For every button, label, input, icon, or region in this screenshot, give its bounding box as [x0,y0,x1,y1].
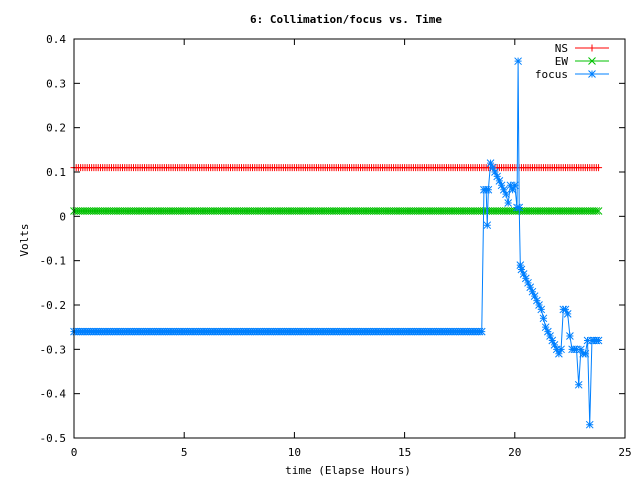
y-tick-label: 0.1 [46,166,66,179]
x-tick-label: 0 [71,446,78,459]
y-tick-label: -0.3 [40,343,67,356]
data-point [595,164,603,172]
data-point [594,207,603,215]
data-point [581,349,590,358]
data-point [508,185,517,194]
y-tick-label: 0 [59,210,66,223]
data-point [483,221,492,230]
data-point [555,349,563,358]
series-ew [70,207,603,215]
data-point [515,203,524,212]
data-point [583,336,592,345]
data-point [535,301,543,309]
x-tick-label: 15 [398,446,411,459]
data-point [577,345,585,354]
data-point [539,314,548,323]
data-point [486,159,495,167]
data-point [550,341,559,349]
y-tick-label: -0.5 [40,432,67,445]
data-point [530,292,539,300]
data-point [574,380,583,389]
y-tick-label: -0.4 [40,388,67,401]
legend-label: NS [555,42,568,55]
data-point [521,274,530,283]
data-point [561,305,570,314]
data-point [495,177,504,185]
data-point [504,199,513,207]
data-point [514,57,522,66]
data-point [502,190,510,199]
data-point [541,323,550,332]
series-line [74,61,599,425]
data-point [510,181,519,190]
legend-marker [588,57,596,65]
data-point [493,172,502,181]
data-point [526,283,535,292]
y-tick-label: -0.2 [40,299,67,312]
data-point [506,181,515,190]
legend-label: EW [555,55,569,68]
data-point [491,168,499,176]
data-point [532,296,541,305]
data-point [524,278,532,287]
legend-label: focus [535,68,568,81]
chart-title: 6: Collimation/focus vs. Time [250,13,442,26]
data-point [566,332,574,340]
data-point [516,261,525,269]
data-point [484,185,493,194]
data-point [594,336,603,345]
data-point [544,327,552,336]
legend-marker [588,44,596,52]
legend-marker [588,70,596,78]
y-axis-label: Volts [18,223,31,256]
x-tick-label: 5 [181,446,188,459]
data-point [517,265,526,274]
x-tick-label: 25 [618,446,631,459]
x-tick-label: 10 [288,446,301,459]
series-ns [70,164,603,172]
data-point [528,287,537,296]
data-point [592,207,601,215]
data-point [499,185,508,194]
data-point [488,163,497,172]
plot-series [70,57,603,429]
data-point [519,270,528,278]
data-point [477,327,486,336]
data-point [537,305,546,314]
data-point [557,345,565,354]
y-tick-label: -0.1 [40,255,67,268]
x-tick-label: 20 [508,446,521,459]
axis-ticks: 0 5 10 15 20 25 0.4 0.3 0.2 0.1 0 -0.1 -0.2 -0.3 -0.4 -… [40,33,632,459]
data-point [585,420,594,429]
data-point [563,310,572,318]
y-tick-label: 0.4 [46,33,66,46]
data-point [497,181,506,190]
data-point [548,336,557,345]
series-focus [70,57,603,429]
y-tick-label: 0.2 [46,122,66,135]
data-point [546,332,554,340]
x-axis-label: time (Elapse Hours) [285,464,411,477]
data-point [552,345,561,354]
data-point [572,345,581,354]
y-tick-label: 0.3 [46,77,66,90]
plot-frame [73,38,626,439]
